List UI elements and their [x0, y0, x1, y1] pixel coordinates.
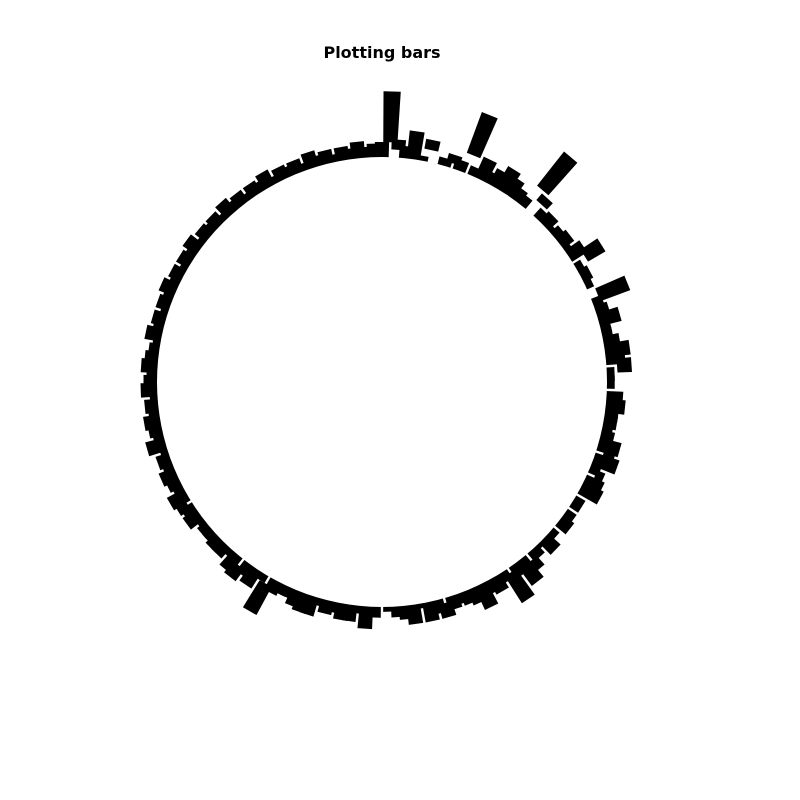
polar-bar: [466, 111, 498, 159]
polar-bar: [537, 151, 578, 196]
chart-title: Plotting bars: [323, 43, 441, 62]
inner-disc: [157, 157, 607, 607]
polar-bar: [504, 568, 535, 604]
polar-bar: [580, 238, 606, 262]
polar-bar: [424, 138, 441, 152]
polar-bar: [224, 561, 245, 582]
polar-bar: [595, 275, 631, 302]
polar-bar: [616, 357, 632, 373]
polar-bar: [242, 580, 272, 616]
polar-bar: [536, 193, 553, 210]
polar-bar: [383, 91, 401, 143]
